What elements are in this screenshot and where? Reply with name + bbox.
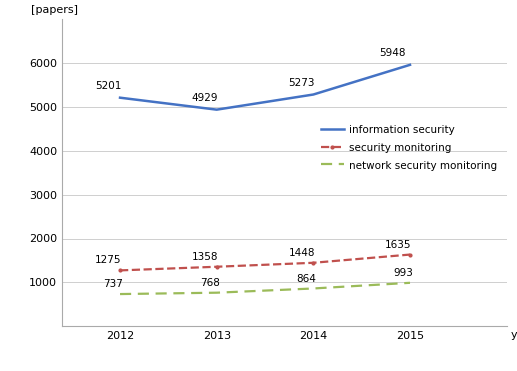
- Text: 5948: 5948: [379, 49, 406, 59]
- Text: 1275: 1275: [95, 256, 121, 265]
- Text: 1448: 1448: [288, 248, 315, 258]
- Text: 864: 864: [297, 273, 316, 283]
- Text: 1635: 1635: [385, 240, 412, 250]
- Text: 5201: 5201: [95, 81, 121, 91]
- Text: 1358: 1358: [192, 252, 218, 262]
- Text: 737: 737: [103, 279, 123, 289]
- Legend: information security, security monitoring, network security monitoring: information security, security monitorin…: [317, 121, 501, 175]
- Text: 993: 993: [393, 268, 413, 278]
- Text: 768: 768: [200, 278, 220, 288]
- Text: [papers]: [papers]: [31, 6, 78, 16]
- Text: 4929: 4929: [192, 93, 218, 103]
- Text: 5273: 5273: [288, 78, 315, 88]
- Text: year: year: [511, 329, 517, 339]
